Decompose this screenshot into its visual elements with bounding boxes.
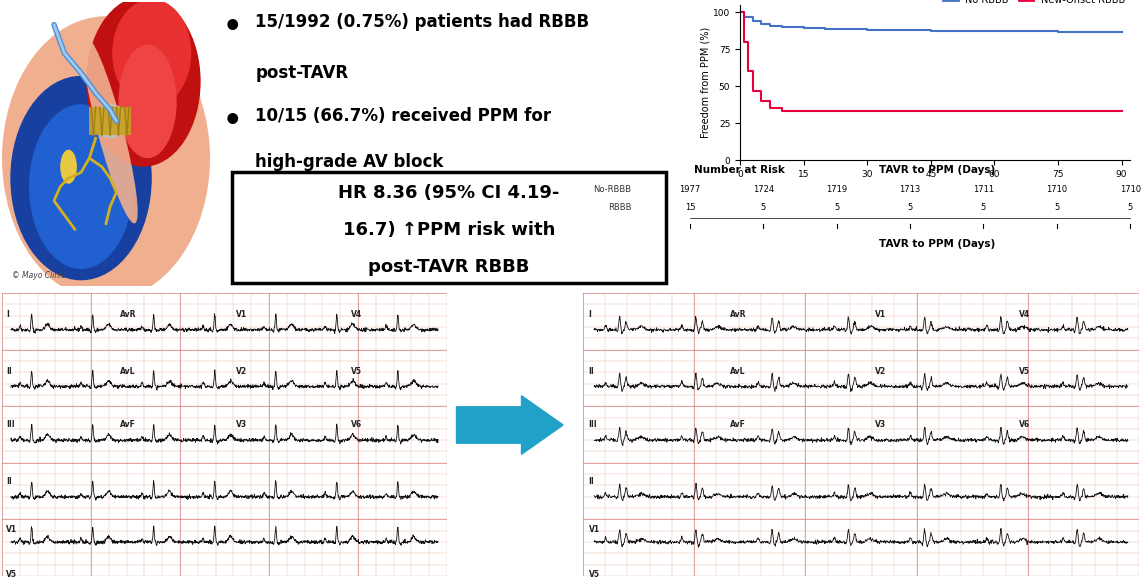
Text: 1711: 1711: [973, 184, 994, 194]
Text: post-TAVR RBBB: post-TAVR RBBB: [368, 258, 529, 275]
Text: •: •: [223, 107, 242, 136]
Text: 5: 5: [1054, 203, 1060, 212]
Text: 1719: 1719: [826, 184, 847, 194]
Text: 10/15 (66.7%) received PPM for: 10/15 (66.7%) received PPM for: [256, 107, 552, 125]
Text: V6: V6: [351, 420, 362, 429]
Ellipse shape: [82, 36, 137, 223]
Text: AvR: AvR: [120, 310, 136, 319]
Text: 5: 5: [1128, 203, 1133, 212]
Text: V2: V2: [874, 367, 886, 376]
Text: V5: V5: [1020, 367, 1031, 376]
Text: TAVR to PPM (Days): TAVR to PPM (Days): [879, 239, 996, 249]
Text: 15: 15: [685, 203, 695, 212]
Text: II: II: [589, 367, 594, 376]
Text: V5: V5: [589, 570, 600, 579]
Text: AvF: AvF: [120, 420, 136, 429]
Text: 5: 5: [981, 203, 986, 212]
Text: 1710: 1710: [1120, 184, 1141, 194]
Text: TAVR to PPM (Days): TAVR to PPM (Days): [879, 165, 996, 175]
Bar: [89, 107, 131, 136]
Y-axis label: Freedom from PPM (%): Freedom from PPM (%): [701, 27, 710, 138]
Text: II: II: [7, 477, 13, 486]
Text: 5: 5: [908, 203, 913, 212]
Text: V5: V5: [351, 367, 362, 376]
Ellipse shape: [29, 104, 133, 269]
Text: HR 8.36 (95% CI 4.19-: HR 8.36 (95% CI 4.19-: [338, 184, 560, 202]
Ellipse shape: [2, 16, 210, 300]
Text: V1: V1: [589, 525, 600, 534]
Text: •: •: [223, 13, 242, 42]
Text: AvL: AvL: [730, 367, 746, 376]
Text: V6: V6: [1020, 420, 1031, 429]
Text: post-TAVR: post-TAVR: [256, 64, 349, 82]
Legend: No RBBB, New-Onset RBBB: No RBBB, New-Onset RBBB: [940, 0, 1129, 9]
Text: AvL: AvL: [120, 367, 135, 376]
Text: high-grade AV block: high-grade AV block: [256, 153, 443, 171]
Ellipse shape: [91, 104, 129, 138]
FancyArrow shape: [456, 396, 563, 454]
Text: 16.7) ↑PPM risk with: 16.7) ↑PPM risk with: [343, 220, 555, 239]
Text: I: I: [589, 310, 591, 319]
Text: 1724: 1724: [753, 184, 774, 194]
Text: V1: V1: [235, 310, 247, 319]
Text: V4: V4: [351, 310, 362, 319]
Text: V3: V3: [874, 420, 886, 429]
Text: RBBB: RBBB: [608, 203, 631, 212]
Text: 1977: 1977: [679, 184, 701, 194]
Text: 1713: 1713: [900, 184, 921, 194]
Text: Number at Risk: Number at Risk: [695, 165, 785, 175]
FancyBboxPatch shape: [232, 172, 666, 283]
Text: I: I: [7, 310, 9, 319]
Text: V1: V1: [874, 310, 886, 319]
Text: AvF: AvF: [730, 420, 746, 429]
Text: AvR: AvR: [730, 310, 746, 319]
Ellipse shape: [86, 0, 201, 166]
Text: V1: V1: [7, 525, 17, 534]
Ellipse shape: [10, 76, 152, 280]
Text: © Mayo Clinic: © Mayo Clinic: [13, 271, 66, 280]
Text: 1710: 1710: [1046, 184, 1068, 194]
Text: 5: 5: [761, 203, 766, 212]
Text: 5: 5: [834, 203, 839, 212]
Ellipse shape: [61, 150, 77, 184]
Text: III: III: [7, 420, 15, 429]
Text: V2: V2: [235, 367, 247, 376]
Text: V5: V5: [7, 570, 17, 579]
Text: V4: V4: [1020, 310, 1031, 319]
Ellipse shape: [119, 45, 177, 158]
Ellipse shape: [112, 0, 191, 107]
Text: 15/1992 (0.75%) patients had RBBB: 15/1992 (0.75%) patients had RBBB: [256, 13, 590, 31]
Text: V3: V3: [235, 420, 247, 429]
Text: III: III: [589, 420, 597, 429]
Text: II: II: [7, 367, 13, 376]
Text: No-RBBB: No-RBBB: [593, 184, 631, 194]
Text: II: II: [589, 477, 594, 486]
